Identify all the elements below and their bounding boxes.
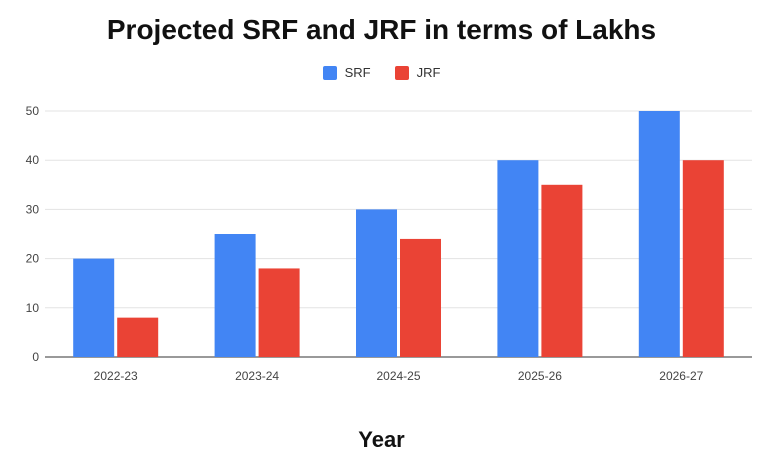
legend: SRF JRF xyxy=(0,65,763,80)
bar-srf-2025-26 xyxy=(497,160,539,357)
bar-jrf-2026-27 xyxy=(682,160,724,357)
bar-srf-2022-23 xyxy=(73,258,115,357)
legend-label-jrf: JRF xyxy=(416,65,441,80)
legend-item-srf: SRF xyxy=(322,65,371,80)
legend-label-srf: SRF xyxy=(344,65,371,80)
chart-title: Projected SRF and JRF in terms of Lakhs xyxy=(106,14,657,45)
bar-srf-2026-27 xyxy=(638,111,680,357)
x-tick-label: 2024-25 xyxy=(376,369,420,383)
bar-jrf-2025-26 xyxy=(541,184,583,357)
y-tick-label: 0 xyxy=(32,350,39,364)
y-tick-label: 10 xyxy=(26,301,40,315)
x-tick-label: 2025-26 xyxy=(518,369,562,383)
bar-jrf-2022-23 xyxy=(117,317,159,357)
x-tick-label: 2026-27 xyxy=(659,369,703,383)
legend-item-jrf: JRF xyxy=(394,65,441,80)
x-axis-title: Year xyxy=(358,427,405,452)
x-tick-label: 2022-23 xyxy=(94,369,138,383)
x-tick-label: 2023-24 xyxy=(235,369,279,383)
y-tick-label: 30 xyxy=(26,202,40,216)
legend-swatch-jrf xyxy=(394,65,409,80)
bar-srf-2024-25 xyxy=(356,209,397,357)
bar-jrf-2023-24 xyxy=(258,268,300,357)
bar-srf-2023-24 xyxy=(214,234,256,357)
legend-swatch-srf xyxy=(322,65,337,80)
y-tick-label: 50 xyxy=(26,104,40,118)
bar-jrf-2024-25 xyxy=(400,238,441,357)
y-tick-label: 20 xyxy=(26,252,40,266)
y-tick-label: 40 xyxy=(26,153,40,167)
